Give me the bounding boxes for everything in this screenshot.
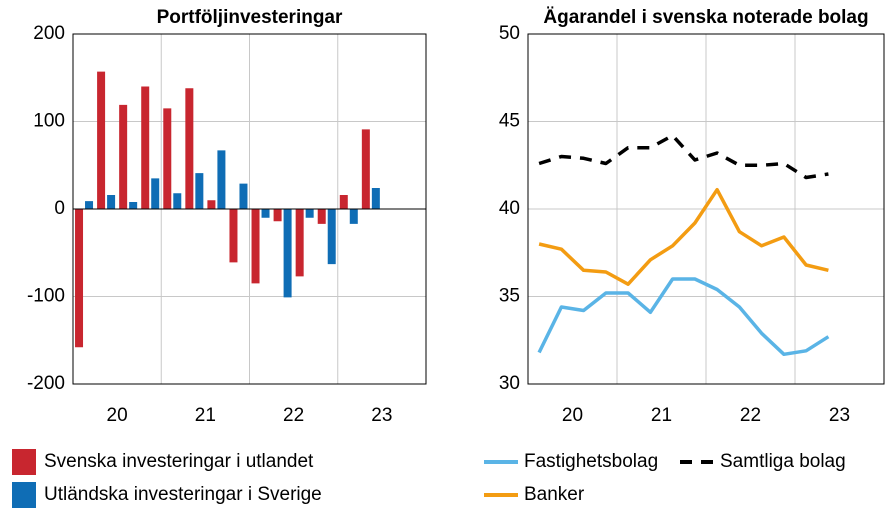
x-tick-label: 20 bbox=[562, 405, 583, 426]
bar bbox=[317, 209, 326, 224]
legend-swatch bbox=[12, 449, 36, 475]
line bbox=[538, 133, 829, 180]
legend-label: Fastighetsbolag bbox=[524, 451, 658, 472]
bar bbox=[151, 178, 160, 209]
bar bbox=[217, 150, 226, 209]
y-tick-label: 200 bbox=[33, 23, 65, 44]
bar bbox=[229, 209, 238, 263]
y-tick-label: 45 bbox=[499, 111, 520, 132]
bar bbox=[295, 209, 304, 277]
bar bbox=[283, 209, 292, 298]
bar bbox=[327, 209, 336, 265]
bar bbox=[97, 71, 106, 209]
bar bbox=[273, 209, 282, 222]
y-tick-label: 40 bbox=[499, 198, 520, 219]
y-tick-label: -100 bbox=[27, 286, 65, 307]
legend-swatch bbox=[12, 482, 36, 508]
x-tick-label: 23 bbox=[371, 405, 392, 426]
bar bbox=[107, 195, 116, 209]
bar bbox=[349, 209, 358, 224]
bar bbox=[75, 209, 84, 348]
x-tick-label: 23 bbox=[829, 405, 850, 426]
line bbox=[538, 187, 829, 286]
y-tick-label: 50 bbox=[499, 23, 520, 44]
legend-label: Utländska investeringar i Sverige bbox=[44, 484, 322, 505]
bar bbox=[185, 88, 194, 209]
bar bbox=[251, 209, 260, 284]
bar bbox=[361, 129, 370, 209]
bar bbox=[261, 209, 270, 218]
y-tick-label: 0 bbox=[54, 198, 65, 219]
bar bbox=[305, 209, 314, 218]
bar bbox=[141, 86, 150, 209]
bar bbox=[239, 183, 248, 209]
bar bbox=[371, 188, 380, 209]
bar bbox=[85, 201, 94, 209]
x-tick-label: 21 bbox=[651, 405, 672, 426]
x-tick-label: 22 bbox=[740, 405, 761, 426]
bar bbox=[339, 195, 348, 209]
x-tick-label: 21 bbox=[195, 405, 216, 426]
plot-frame bbox=[527, 33, 885, 385]
bar bbox=[195, 173, 204, 209]
chart-title: Ägarandel i svenska noterade bolag bbox=[543, 7, 868, 28]
chart-title: Portföljinvesteringar bbox=[157, 7, 343, 28]
y-tick-label: 35 bbox=[499, 286, 520, 307]
bar bbox=[207, 200, 216, 209]
bar bbox=[129, 202, 138, 209]
legend-label: Svenska investeringar i utlandet bbox=[44, 451, 314, 472]
x-tick-label: 20 bbox=[107, 405, 128, 426]
line bbox=[537, 277, 830, 357]
bar bbox=[163, 108, 172, 209]
bar bbox=[119, 104, 128, 209]
y-tick-label: 30 bbox=[499, 373, 520, 394]
legend-label: Samtliga bolag bbox=[720, 451, 846, 472]
y-tick-label: -200 bbox=[27, 373, 65, 394]
bar bbox=[173, 193, 182, 209]
x-tick-label: 22 bbox=[283, 405, 304, 426]
legend-label: Banker bbox=[524, 484, 585, 505]
y-tick-label: 100 bbox=[33, 111, 65, 132]
